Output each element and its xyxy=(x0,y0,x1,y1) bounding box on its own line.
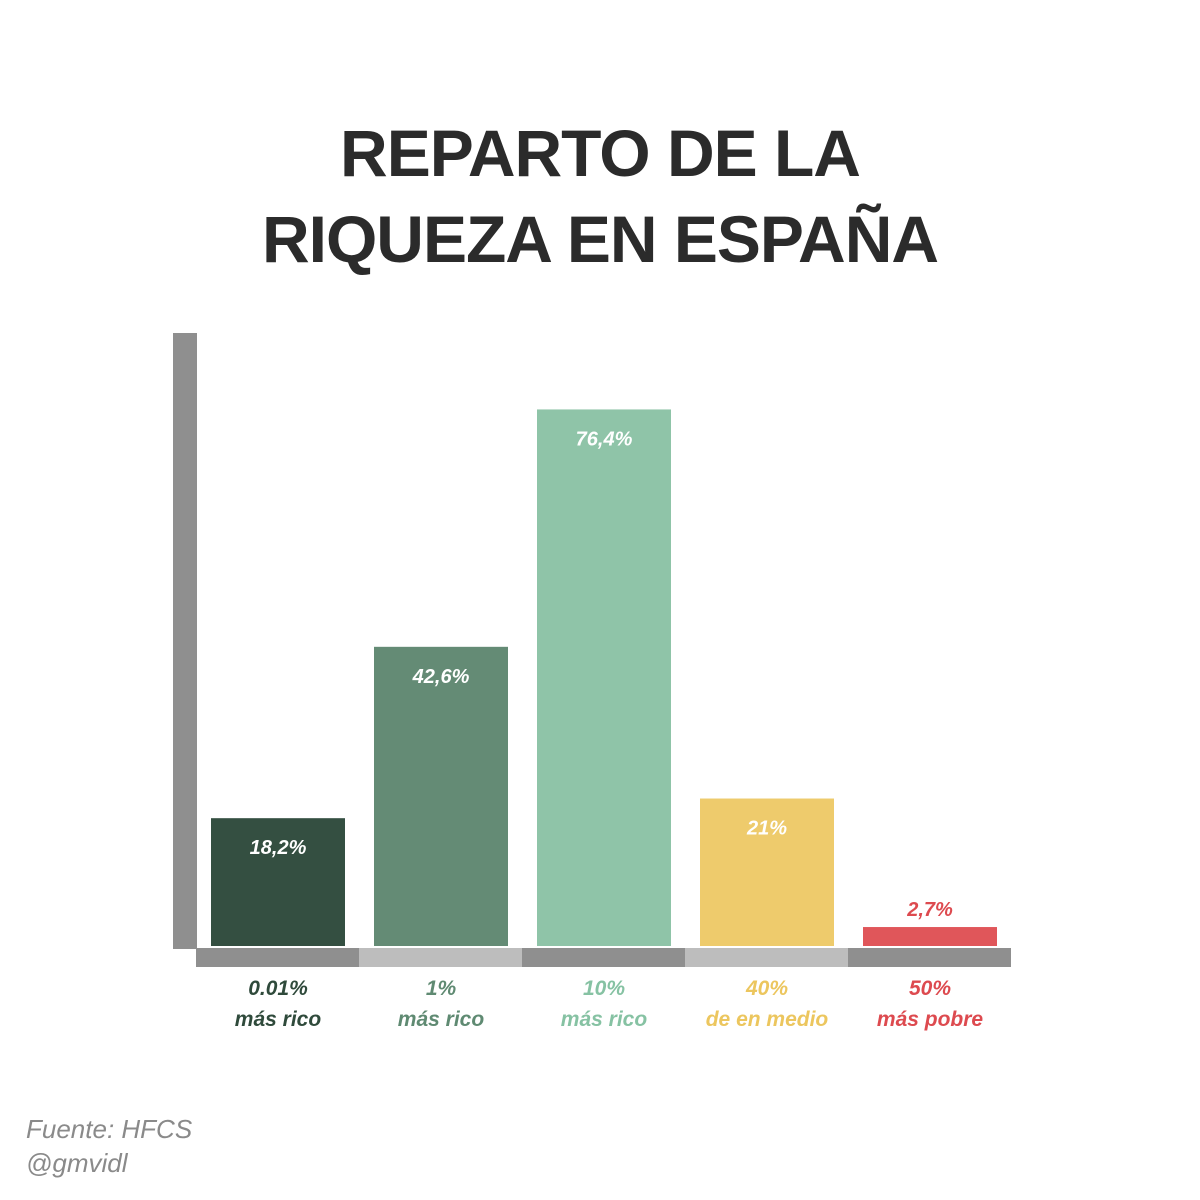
bar xyxy=(863,927,997,946)
source-note: Fuente: HFCS @gmvidl xyxy=(26,1112,192,1180)
baseline-segment xyxy=(848,948,1011,967)
bar-value-label: 42,6% xyxy=(412,666,470,688)
baseline-segment xyxy=(359,948,522,967)
x-tick-label: 40% xyxy=(745,977,788,1000)
bar-value-label: 76,4% xyxy=(576,428,633,450)
y-axis xyxy=(173,333,197,949)
x-tick-label: 50% xyxy=(909,977,951,1000)
chart-title-line-1: REPARTO DE LA xyxy=(340,116,861,190)
axes xyxy=(173,333,1011,967)
x-tick-label: más rico xyxy=(235,1008,322,1031)
x-tick-label: 0.01% xyxy=(248,977,308,1000)
source-text: Fuente: HFCS xyxy=(26,1114,193,1144)
baseline-segment xyxy=(522,948,685,967)
chart-title: REPARTO DE LA RIQUEZA EN ESPAÑA xyxy=(0,110,1200,282)
baseline-segment xyxy=(685,948,848,967)
bar-value-label: 2,7% xyxy=(906,899,953,921)
bar-value-label: 21% xyxy=(746,818,787,840)
x-tick-label: más rico xyxy=(398,1008,485,1031)
author-handle: @gmvidl xyxy=(26,1148,128,1178)
category-labels: 0.01% más rico 1% más rico 10% más rico 40% de … xyxy=(235,977,984,1031)
value-labels: 18,2% 42,6% 76,4% 21% 2,7% xyxy=(250,428,953,921)
bar xyxy=(537,409,671,946)
bar xyxy=(374,646,508,946)
bar-value-label: 18,2% xyxy=(250,837,307,859)
bar xyxy=(211,818,345,946)
x-tick-label: 1% xyxy=(426,977,457,1000)
bars xyxy=(211,409,997,946)
x-tick-label: 10% xyxy=(583,977,625,1000)
x-tick-label: de en medio xyxy=(706,1008,829,1031)
chart-title-line-2: RIQUEZA EN ESPAÑA xyxy=(261,202,939,276)
bar xyxy=(700,798,834,946)
x-tick-label: más rico xyxy=(561,1008,648,1031)
baseline-segment xyxy=(196,948,359,967)
x-tick-label: más pobre xyxy=(877,1008,984,1031)
